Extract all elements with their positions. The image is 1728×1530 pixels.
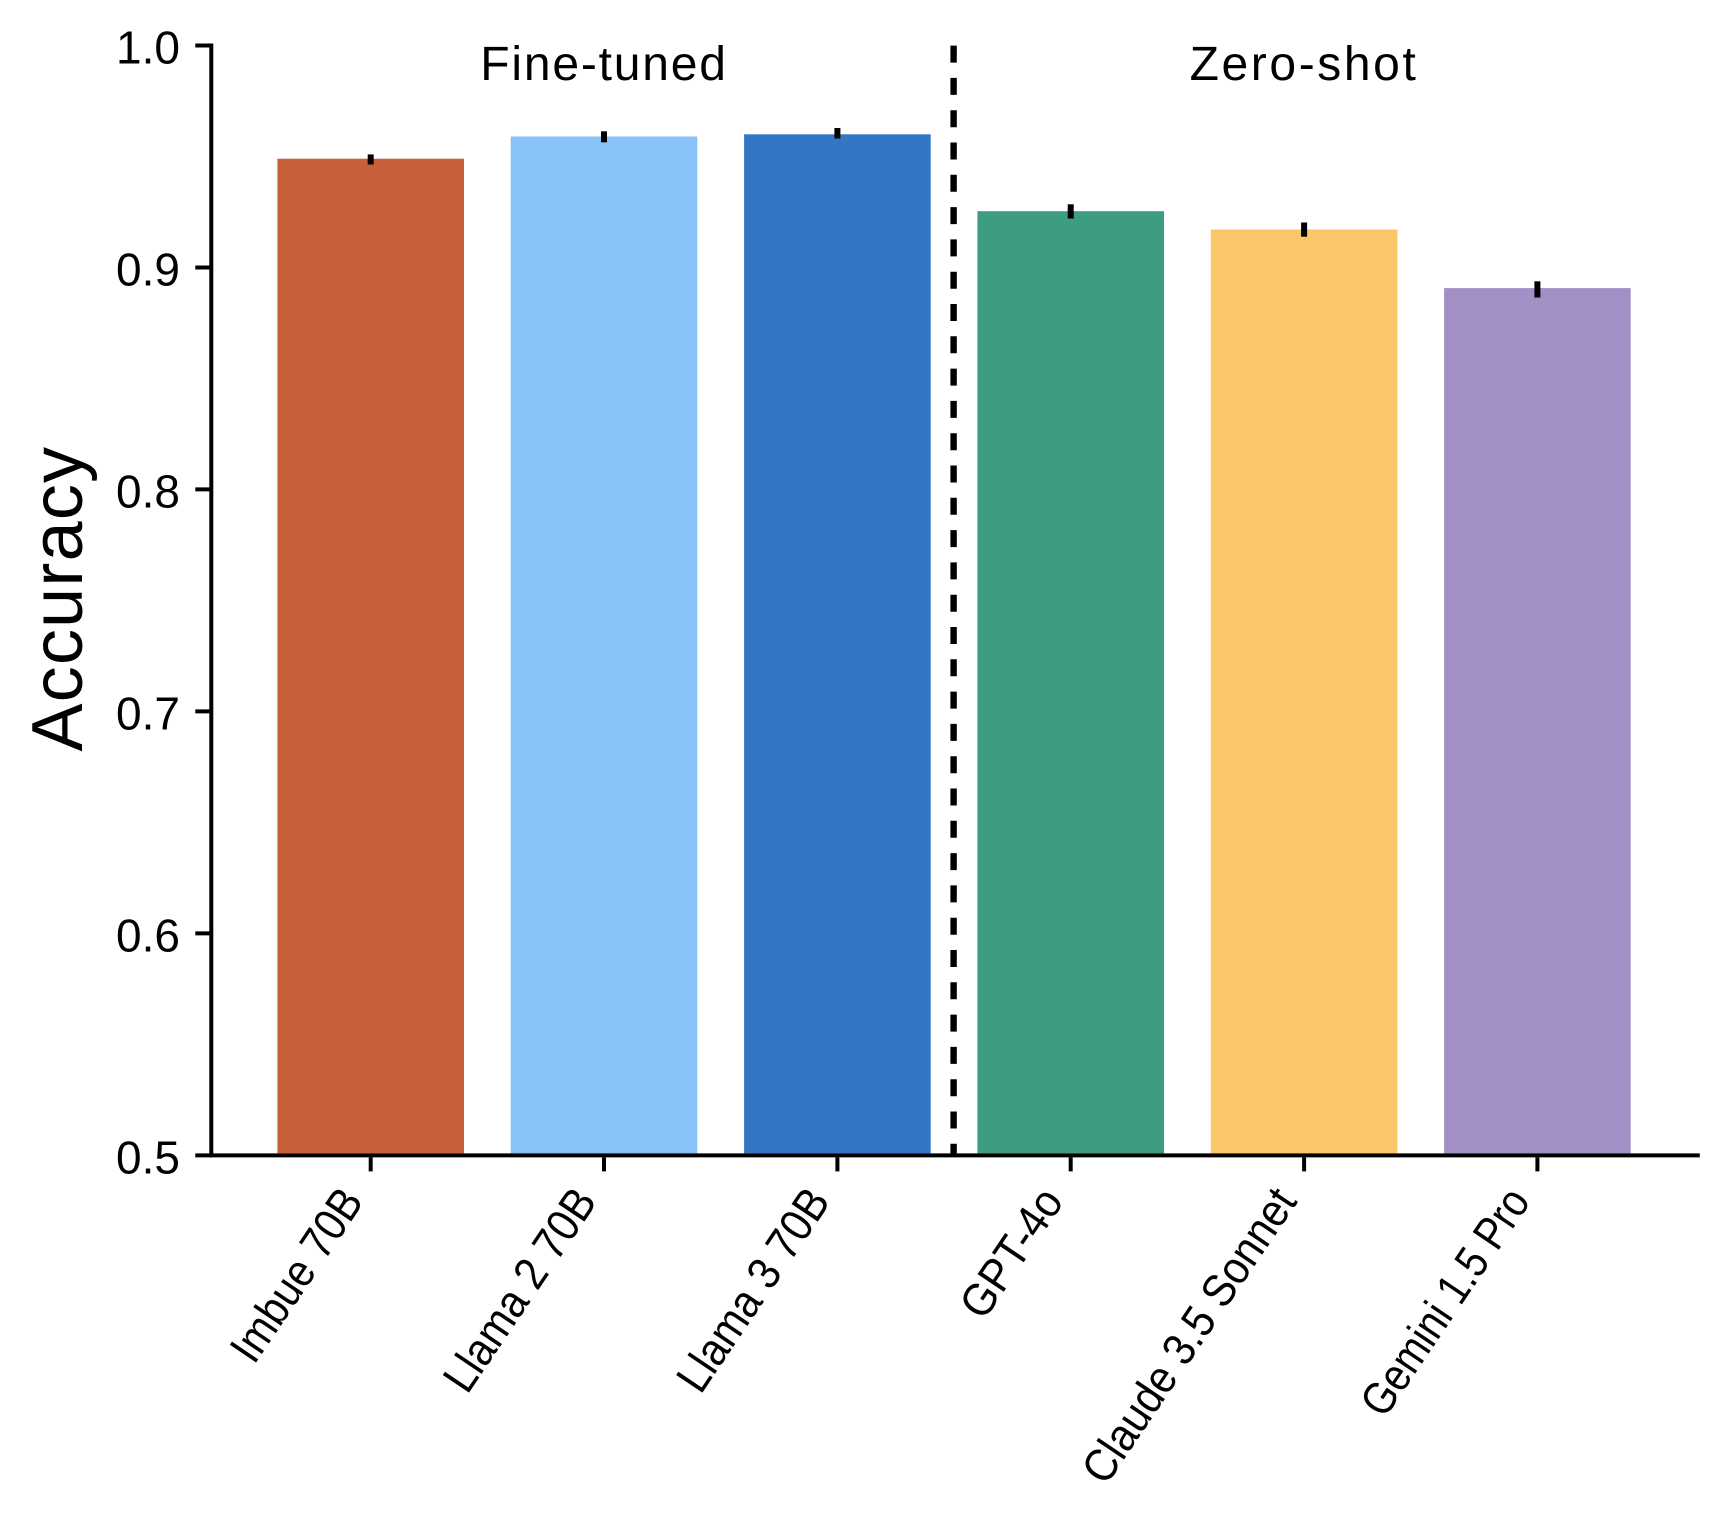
svg-text:Accuracy: Accuracy — [18, 446, 98, 752]
svg-text:Fine-tuned: Fine-tuned — [480, 38, 727, 91]
svg-text:Zero-shot: Zero-shot — [1190, 38, 1419, 91]
svg-text:0.8: 0.8 — [116, 465, 180, 517]
svg-text:0.7: 0.7 — [116, 687, 180, 739]
svg-text:0.9: 0.9 — [116, 244, 180, 296]
svg-text:1.0: 1.0 — [116, 22, 180, 74]
svg-text:0.6: 0.6 — [116, 909, 180, 961]
svg-text:0.5: 0.5 — [116, 1131, 180, 1183]
